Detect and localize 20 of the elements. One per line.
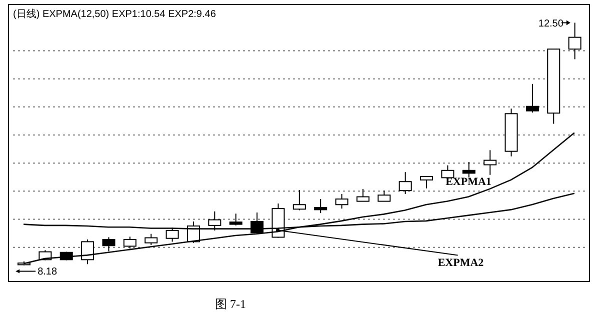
- candlestick: [526, 83, 539, 114]
- series-label: EXPMA1: [446, 176, 492, 188]
- candlestick: [462, 161, 476, 178]
- candlestick: [356, 188, 370, 202]
- chart-title: (日线) EXPMA(12,50) EXP1:10.54 EXP2:9.46: [13, 8, 216, 21]
- candlestick: [398, 172, 412, 194]
- candlestick: [144, 233, 158, 246]
- candlestick: [420, 176, 434, 189]
- candlestick: [378, 190, 391, 202]
- candlestick: [292, 190, 306, 211]
- candlestick: [229, 213, 242, 226]
- candlestick: [335, 193, 348, 210]
- candlestick: [314, 198, 328, 214]
- candlestick: [123, 236, 136, 249]
- candlestick: [484, 150, 497, 176]
- text: EXPMA2: [438, 257, 484, 270]
- caption: 图 7-1: [215, 296, 246, 313]
- text: 8.18: [38, 266, 58, 278]
- annotation: 12.50: [538, 18, 564, 30]
- candlestick: [102, 236, 116, 252]
